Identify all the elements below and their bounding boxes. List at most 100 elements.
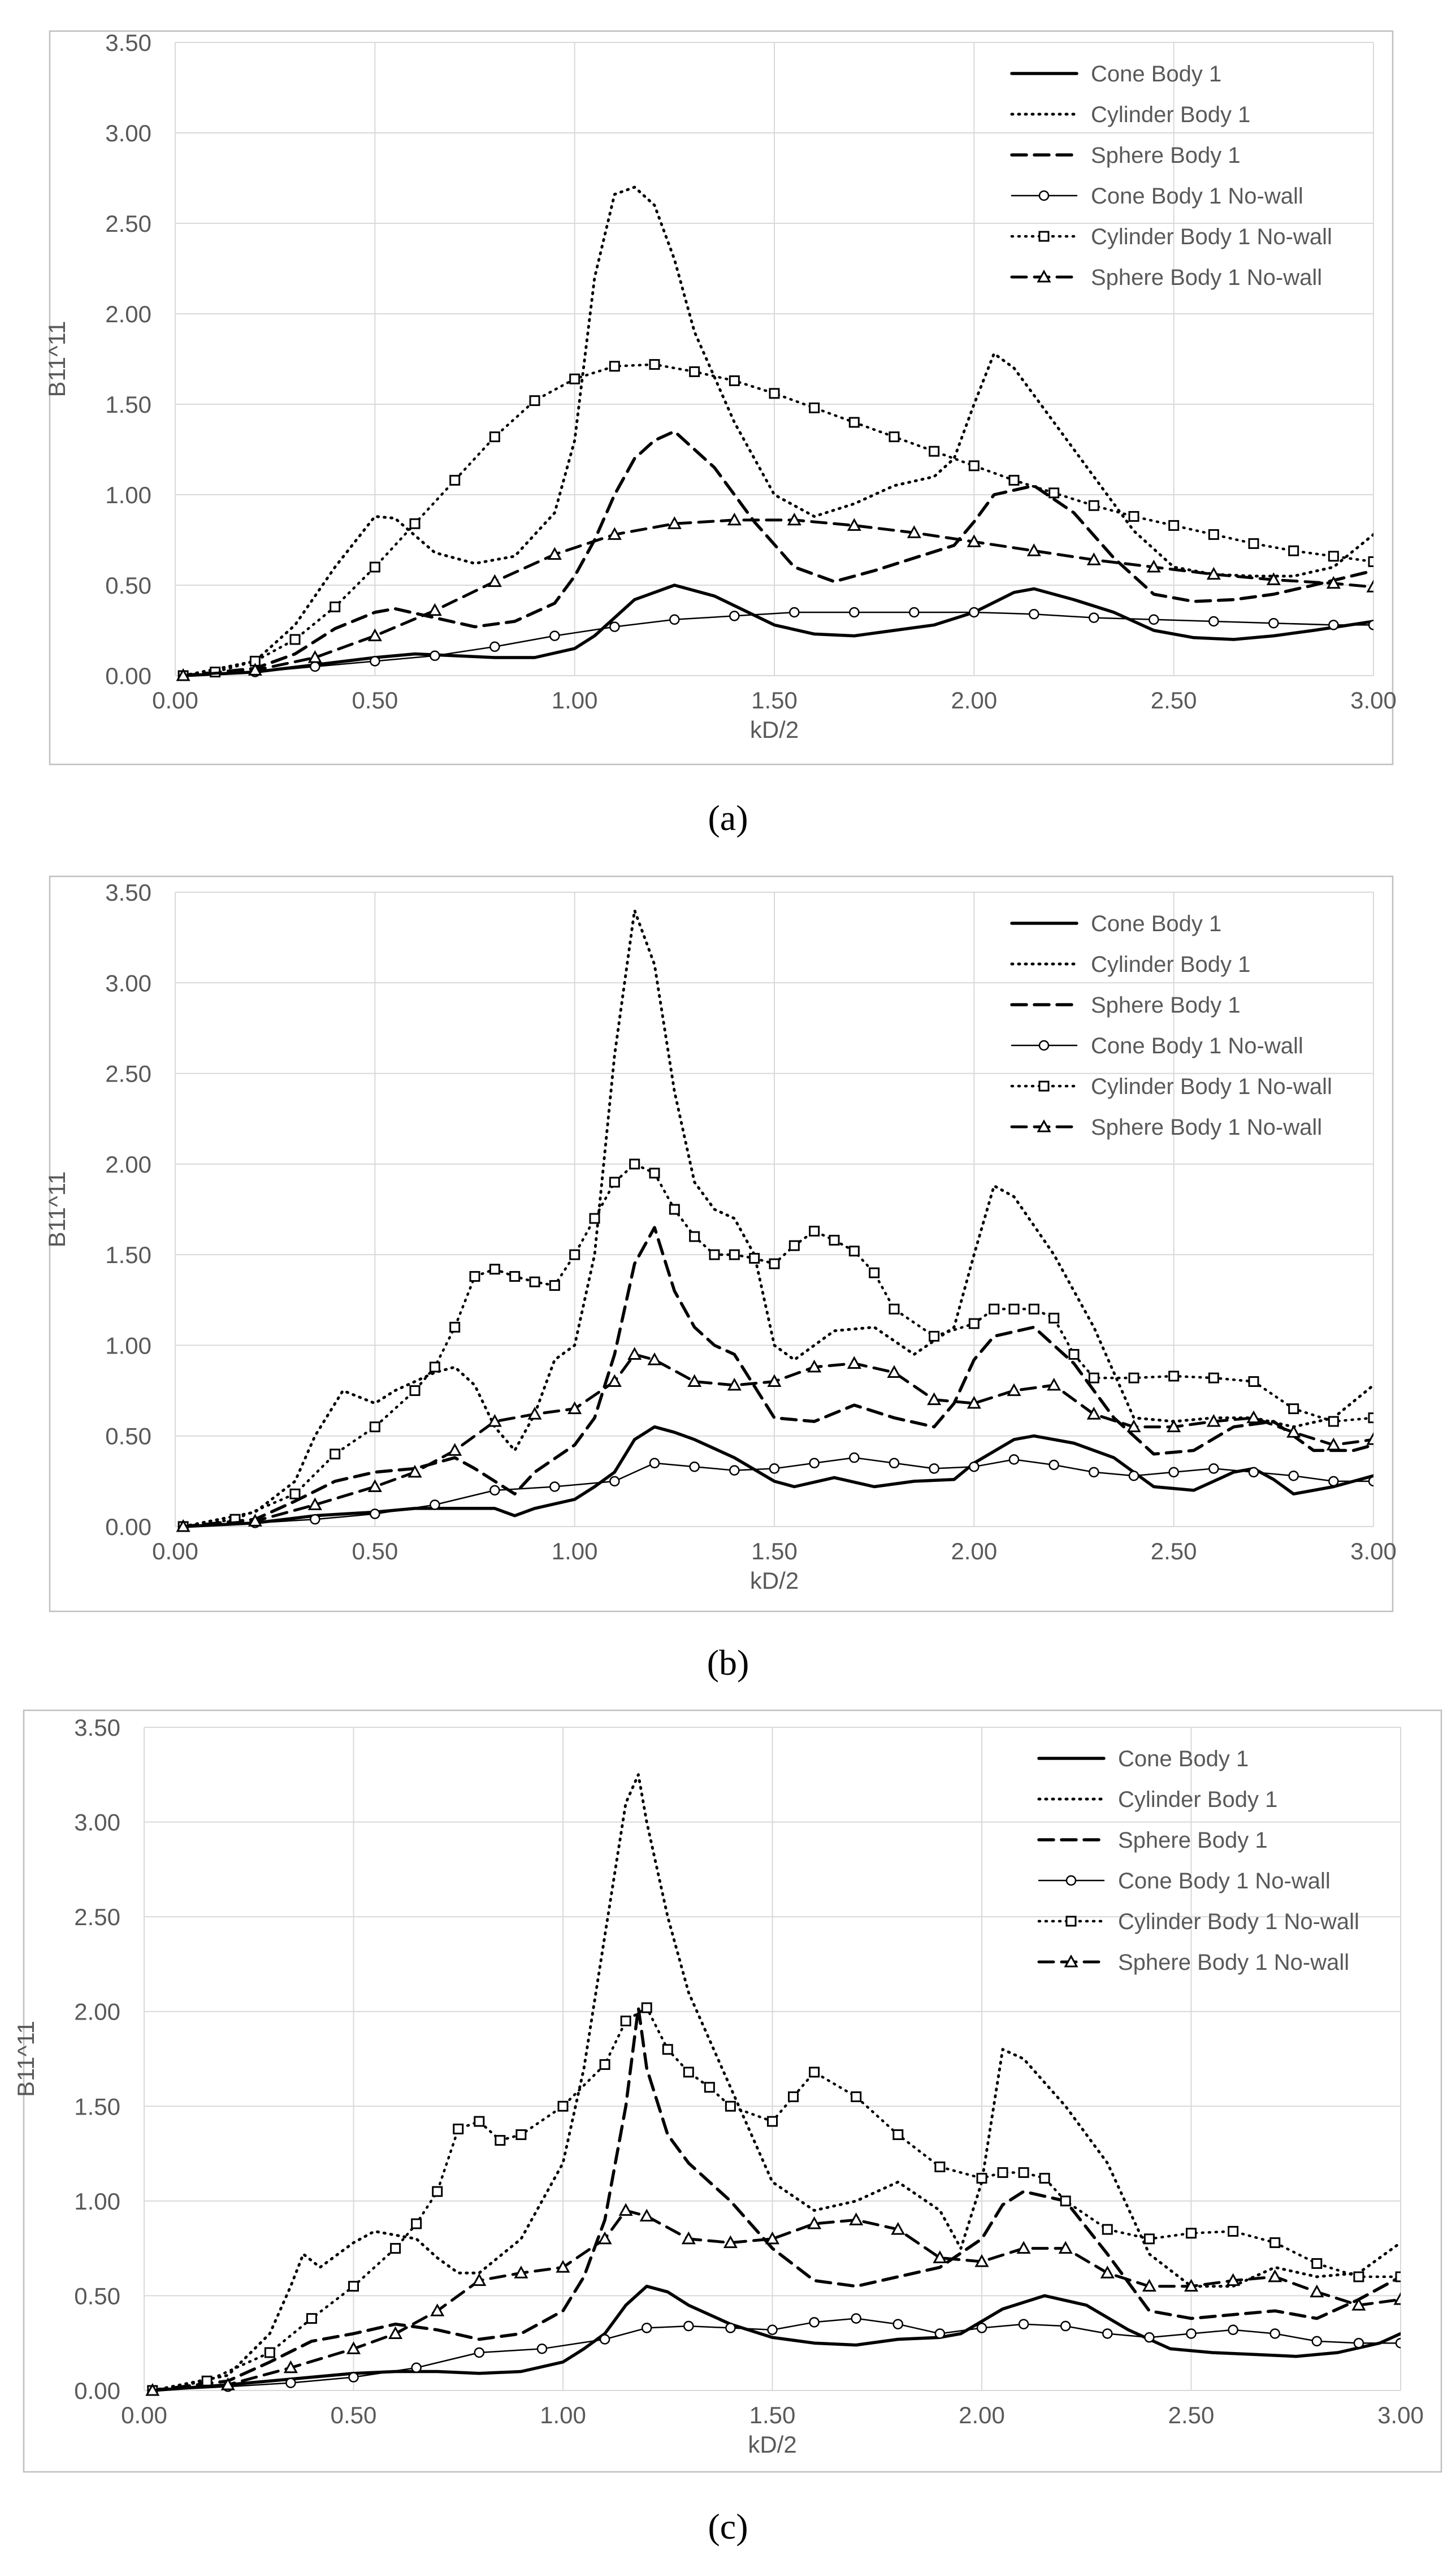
data-point-marker: [1102, 2328, 1113, 2339]
data-point-marker: [892, 2319, 904, 2329]
data-point-marker: [557, 2100, 569, 2112]
legend-label: Cylinder Body 1 No-wall: [1118, 1909, 1359, 1934]
series-cone-body-1: [181, 1425, 1373, 1528]
data-point-marker: [1144, 2332, 1155, 2343]
data-point-marker: [1039, 2173, 1050, 2184]
data-point-marker: [609, 361, 620, 372]
data-point-marker: [769, 1463, 780, 1474]
series-cylinder-body-1-no-wall: [177, 1158, 1373, 1532]
x-tick-label: 0.50: [352, 1538, 398, 1564]
data-point-marker: [370, 1508, 380, 1519]
legend-label: Sphere Body 1 No-wall: [1091, 265, 1322, 290]
data-point-marker: [1328, 551, 1339, 562]
x-tick-label: 3.00: [1350, 687, 1397, 714]
data-point-marker: [1088, 1372, 1099, 1384]
data-point-marker: [788, 1240, 800, 1251]
data-point-marker: [1167, 1419, 1181, 1433]
data-point-marker: [307, 650, 322, 663]
y-tick-label: 2.00: [74, 1999, 120, 2025]
data-point-marker: [310, 661, 320, 672]
data-point-marker: [569, 1249, 580, 1260]
data-point-marker: [1228, 2324, 1238, 2336]
series-sphere-body-1: [181, 1226, 1373, 1528]
legend-entry: Cylinder Body 1 No-wall: [1010, 224, 1332, 249]
data-point-marker: [1128, 1372, 1139, 1384]
series-sphere-body-1-no-wall: [176, 512, 1373, 681]
data-point-marker: [929, 1330, 940, 1342]
data-point-marker: [849, 1452, 860, 1463]
x-tick-label: 1.50: [749, 2402, 796, 2428]
data-point-marker: [727, 512, 742, 526]
data-point-marker: [1269, 2328, 1280, 2339]
series-line: [181, 1353, 1373, 1528]
data-point-marker: [889, 1458, 900, 1469]
data-point-marker: [1368, 1412, 1373, 1424]
x-tick-label: 1.00: [540, 2402, 586, 2428]
series-line: [181, 1425, 1373, 1528]
data-point-marker: [306, 2313, 317, 2324]
data-point-marker: [390, 2243, 401, 2254]
data-point-marker: [851, 2091, 862, 2103]
data-point-marker: [567, 1401, 582, 1415]
chart-panel-1: 0.00 0.50 1.00 1.50 2.00 2.50 3.00 0.00 0.50 1.00…: [44, 29, 1397, 766]
data-point-marker: [430, 2303, 445, 2316]
legend-entry: Cone Body 1: [1010, 62, 1221, 87]
data-point-marker: [509, 1271, 521, 1282]
data-point-marker: [851, 2313, 861, 2324]
y-tick-label: 3.00: [74, 1809, 120, 1836]
data-point-marker: [727, 1377, 742, 1391]
data-point-marker: [788, 2091, 799, 2103]
x-tick-label: 0.00: [152, 687, 198, 714]
data-point-marker: [969, 1461, 980, 1472]
x-tick-label: 1.50: [751, 1538, 798, 1564]
data-point-marker: [807, 1359, 822, 1373]
legend-entry: Sphere Body 1 No-wall: [1010, 1115, 1322, 1140]
data-point-marker: [1168, 1467, 1179, 1478]
data-point-marker: [1268, 2269, 1282, 2282]
data-point-marker: [176, 1519, 190, 1532]
series-line: [151, 2209, 1401, 2392]
legend-entry: Sphere Body 1 No-wall: [1010, 265, 1322, 290]
data-point-marker: [849, 607, 860, 618]
data-point-marker: [1018, 2319, 1029, 2329]
data-point-marker: [176, 668, 190, 681]
data-point-marker: [427, 603, 442, 616]
y-tick-label: 2.50: [105, 1061, 151, 1087]
data-point-marker: [1143, 2233, 1155, 2245]
data-point-marker: [969, 607, 980, 618]
data-point-marker: [1184, 2279, 1199, 2292]
x-tick-label: 0.50: [352, 687, 398, 714]
data-point-marker: [495, 2135, 506, 2146]
data-point-marker: [1016, 2241, 1031, 2254]
data-point-marker: [1286, 1425, 1301, 1438]
data-point-marker: [976, 2173, 987, 2184]
data-point-marker: [1208, 1463, 1219, 1474]
data-point-marker: [1100, 2266, 1115, 2279]
legend-entry: Cone Body 1 No-wall: [1011, 1034, 1303, 1058]
chart-panel-3: 0.00 0.50 1.00 1.50 2.00 2.50 3.00 0.00 0.50 1.00…: [12, 1709, 1442, 2473]
data-point-marker: [847, 518, 861, 531]
data-point-marker: [1288, 1470, 1299, 1481]
data-point-marker: [1326, 1437, 1341, 1451]
data-point-marker: [1058, 2241, 1073, 2254]
legend-label: Cone Body 1 No-wall: [1091, 184, 1303, 209]
data-point-marker: [729, 1249, 740, 1260]
data-point-marker: [1048, 487, 1060, 499]
data-point-marker: [449, 474, 461, 486]
data-point-marker: [620, 2015, 631, 2026]
data-point-marker: [1269, 2237, 1281, 2249]
legend-entry: Cylinder Body 1: [1010, 952, 1250, 977]
data-point-marker: [1029, 608, 1039, 620]
data-point-marker: [1353, 2271, 1364, 2282]
data-point-marker: [1126, 1419, 1141, 1433]
data-point-marker: [1048, 1459, 1059, 1471]
y-tick-label: 3.50: [105, 29, 151, 56]
data-point-marker: [597, 2231, 612, 2245]
data-point-marker: [489, 1264, 500, 1275]
data-point-marker: [1328, 1416, 1339, 1427]
data-point-marker: [687, 1374, 702, 1387]
data-point-marker: [1328, 1476, 1339, 1487]
y-tick-label: 1.00: [74, 2188, 120, 2215]
data-point-marker: [1266, 572, 1281, 585]
